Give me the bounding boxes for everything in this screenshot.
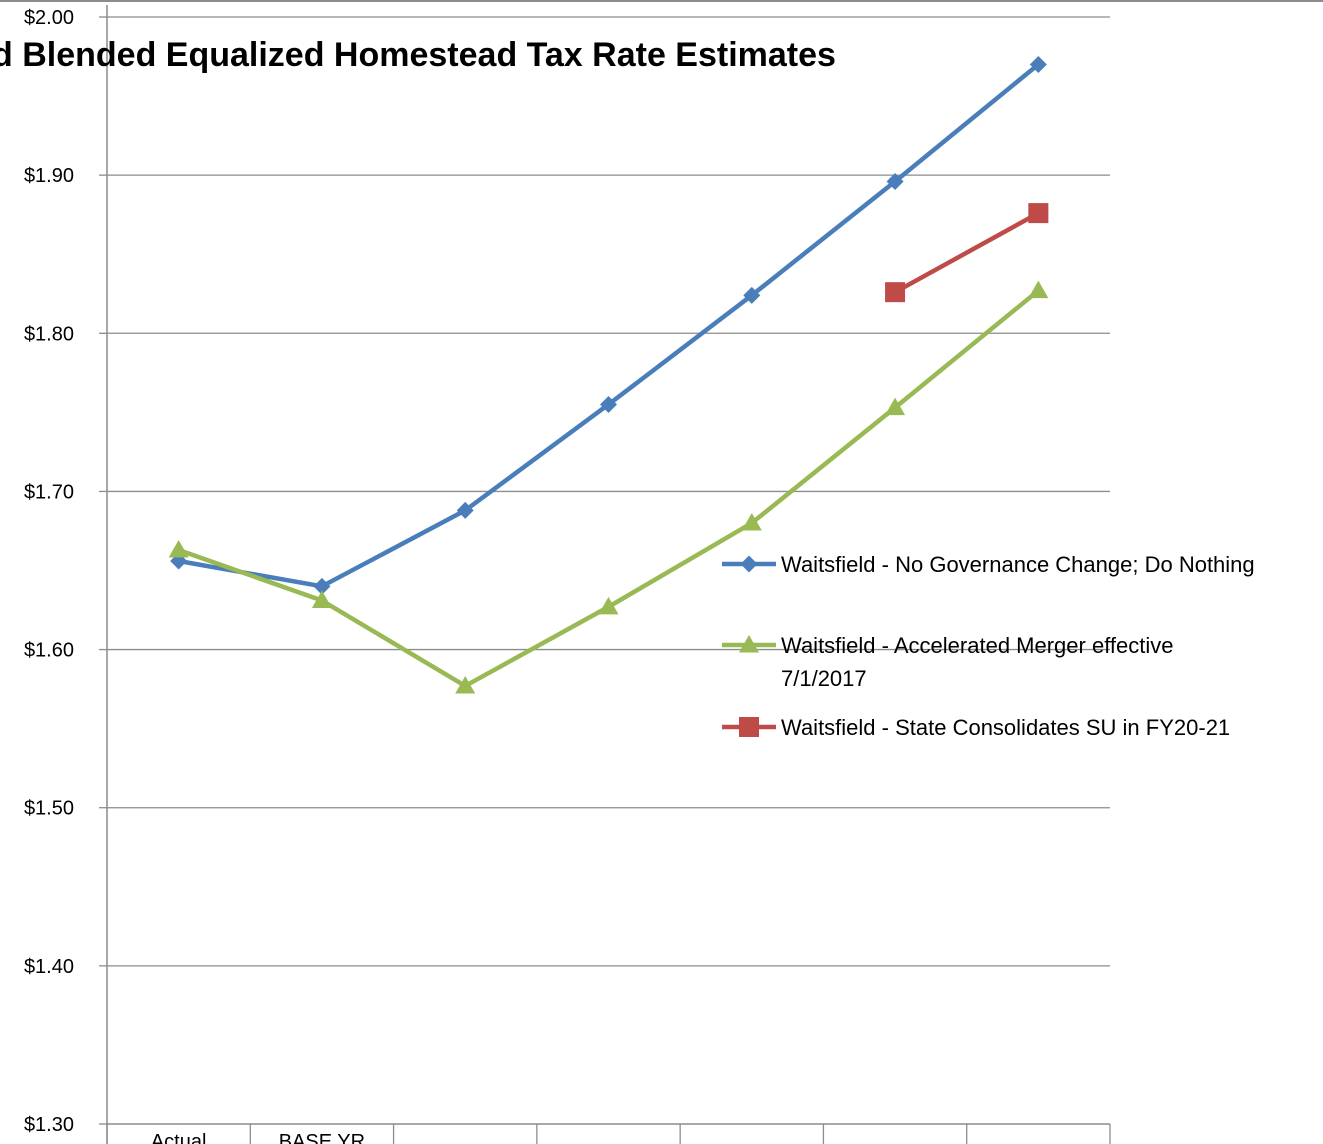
y-tick-label: $1.50 <box>24 798 74 820</box>
square-marker <box>1028 203 1049 224</box>
series-line <box>178 62 1040 589</box>
triangle-marker <box>1028 280 1049 299</box>
legend-label: Waitsfield - No Governance Change; Do No… <box>781 552 1255 577</box>
legend-label: 7/1/2017 <box>781 666 867 691</box>
triangle-marker <box>311 590 332 609</box>
series-group <box>168 280 1049 694</box>
legend-label: Waitsfield - State Consolidates SU in FY… <box>781 715 1230 740</box>
y-tick-label: $1.40 <box>24 956 74 978</box>
x-category-label: BASE YR <box>279 1131 365 1144</box>
diamond-marker <box>313 577 331 595</box>
y-axis-tick-labels: $1.30 $1.40 $1.50 $1.60 $1.70 $1.80 $1.90 $2.00 <box>24 7 74 1136</box>
series-line <box>177 288 1040 689</box>
diamond-marker <box>886 172 904 190</box>
square-marker <box>885 282 906 303</box>
diamond-marker <box>740 555 758 573</box>
y-tick-label: $2.00 <box>24 7 74 29</box>
triangle-marker <box>885 397 906 416</box>
chart-title: d Blended Equalized Homestead Tax Rate E… <box>0 36 836 74</box>
y-tick-label: $1.30 <box>24 1114 74 1136</box>
y-tick-label: $1.60 <box>24 640 74 662</box>
y-tick-label: $1.70 <box>24 481 74 503</box>
series-lines <box>168 55 1049 694</box>
series-group <box>170 55 1047 595</box>
diamond-marker <box>456 501 474 519</box>
axes <box>106 5 1110 1144</box>
diamond-marker <box>1029 55 1047 73</box>
triangle-marker <box>168 539 189 558</box>
series-line <box>893 211 1040 295</box>
diamond-marker <box>743 286 761 304</box>
gridlines <box>99 16 1110 1125</box>
legend-label: Waitsfield - Accelerated Merger effectiv… <box>781 633 1174 658</box>
x-axis-category-table: Actual BASE YR <box>106 1124 1111 1144</box>
diamond-marker <box>600 395 617 413</box>
triangle-marker <box>455 675 476 694</box>
triangle-marker <box>741 513 762 531</box>
triangle-marker <box>598 596 619 615</box>
square-marker <box>739 717 759 737</box>
y-tick-label: $1.80 <box>24 323 74 345</box>
triangle-marker <box>739 635 759 653</box>
y-tick-label: $1.90 <box>24 165 74 187</box>
series-group <box>885 203 1049 303</box>
legend: Waitsfield - No Governance Change; Do No… <box>722 552 1255 740</box>
x-category-label: Actual <box>151 1131 207 1144</box>
